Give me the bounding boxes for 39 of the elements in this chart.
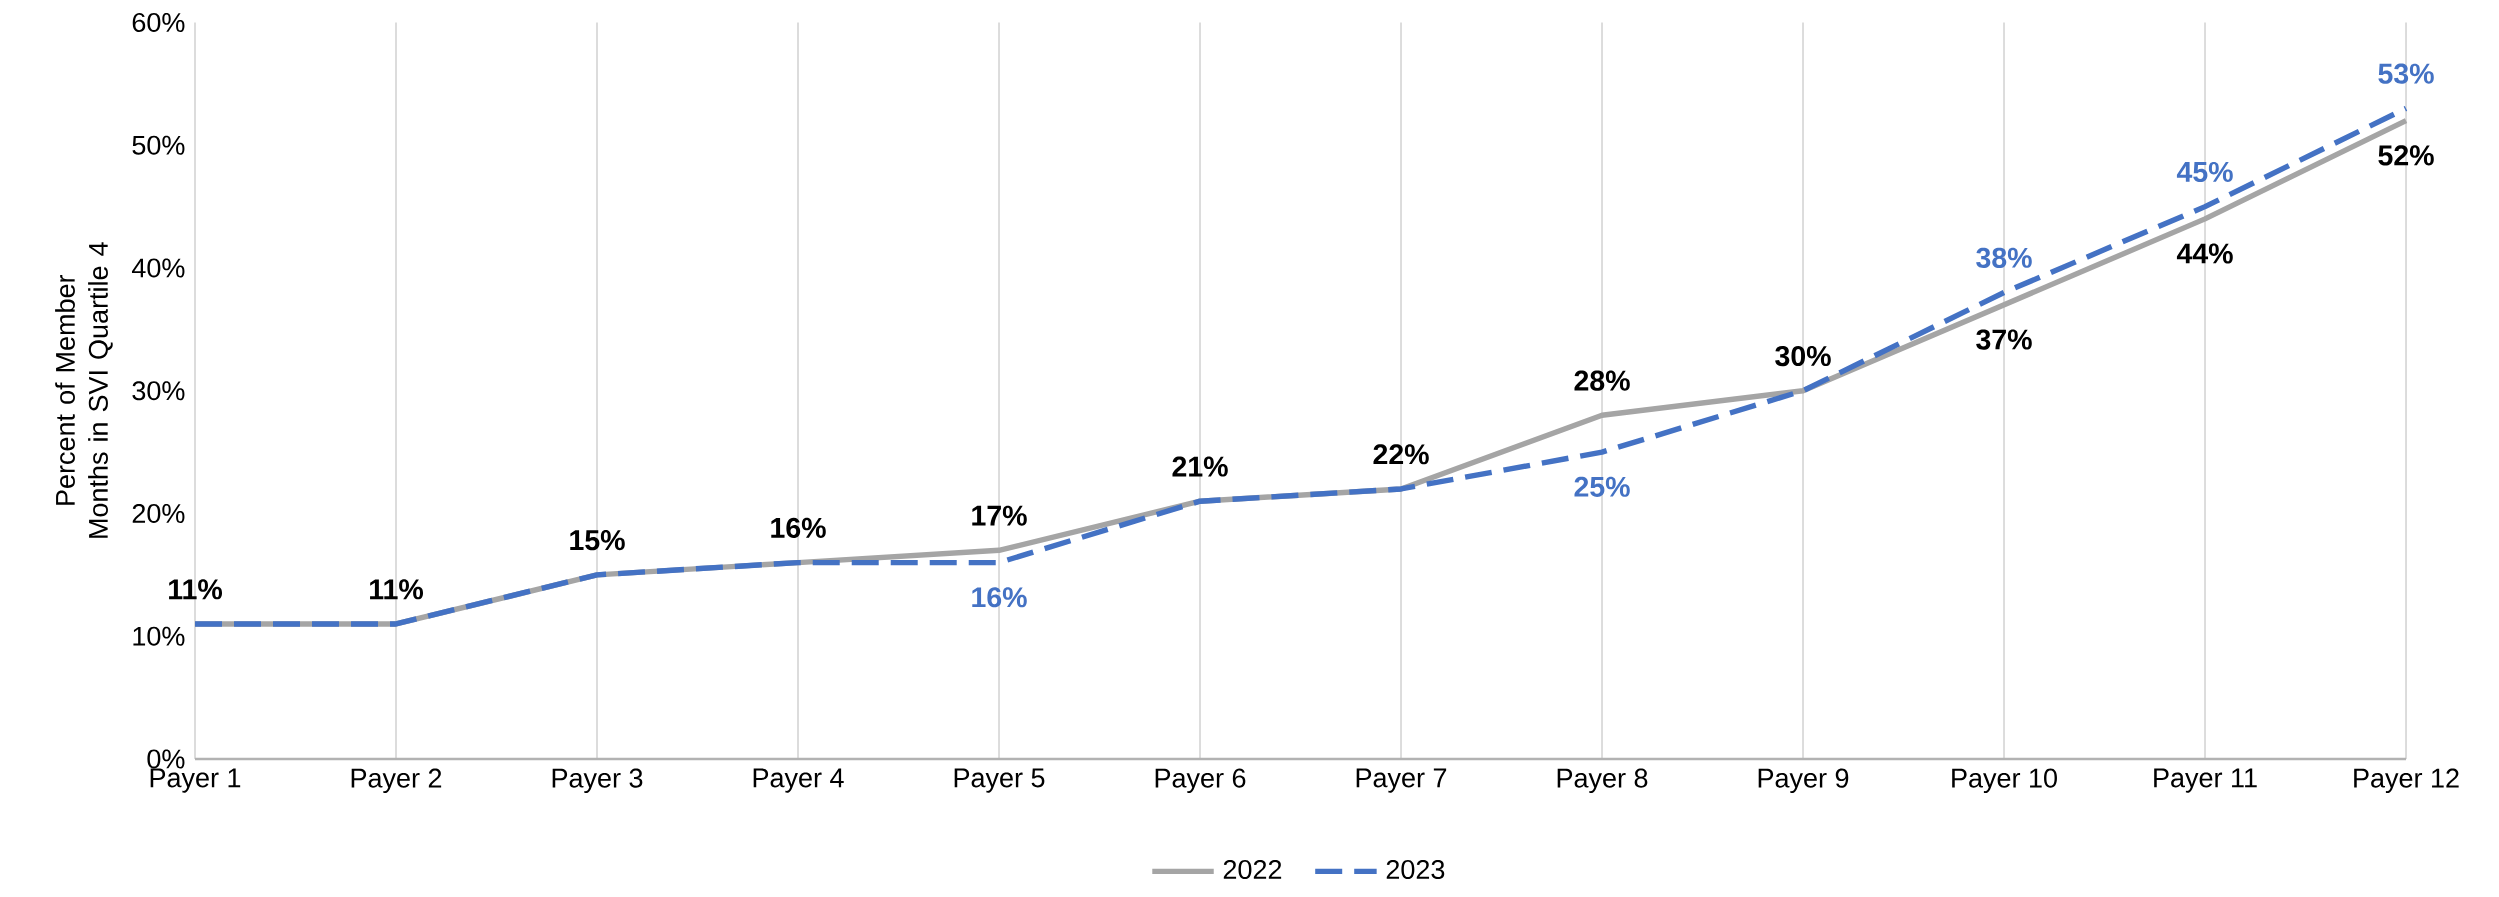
y-tick-label: 30% bbox=[132, 381, 185, 401]
data-label: 11% bbox=[169, 579, 223, 600]
x-tick-label: Payer 12 bbox=[2354, 768, 2459, 794]
data-label: 11% bbox=[370, 579, 423, 600]
data-label: 15% bbox=[570, 530, 625, 551]
x-tick-label: Payer 6 bbox=[1155, 768, 1246, 794]
y-tick-label: 50% bbox=[132, 135, 185, 155]
x-tick-label: Payer 7 bbox=[1356, 768, 1447, 793]
legend-label: 2022 bbox=[1223, 859, 1282, 880]
y-tick-label: 20% bbox=[132, 503, 185, 524]
x-tick-label: Payer 2 bbox=[351, 768, 442, 794]
y-axis-title: Percent of Member Months in SVI Quartile 4 bbox=[55, 242, 113, 538]
data-label: 25% bbox=[1574, 476, 1630, 497]
data-label: 21% bbox=[1172, 456, 1228, 477]
data-label: 52% bbox=[2378, 145, 2434, 166]
data-label: 37% bbox=[1976, 329, 2032, 350]
x-tick-label: Payer 9 bbox=[1758, 768, 1849, 794]
x-tick-label: Payer 4 bbox=[753, 768, 844, 793]
y-tick-label: 10% bbox=[133, 626, 185, 646]
data-label: 44% bbox=[2176, 243, 2233, 264]
x-tick-label: Payer 10 bbox=[1952, 768, 2057, 794]
legend-label: 2023 bbox=[1386, 859, 1445, 880]
x-tick-label: Payer 5 bbox=[954, 768, 1045, 793]
x-tick-label: Payer 11 bbox=[2154, 768, 2257, 793]
y-tick-label: 0% bbox=[147, 749, 185, 769]
x-tick-label: Payer 8 bbox=[1557, 768, 1648, 794]
data-label: 53% bbox=[2378, 63, 2434, 84]
data-label: 30% bbox=[1775, 345, 1831, 367]
data-label: 28% bbox=[1574, 370, 1630, 391]
data-label: 16% bbox=[972, 587, 1027, 608]
x-tick-label: Payer 1 bbox=[150, 768, 241, 793]
y-tick-label: 40% bbox=[131, 258, 185, 278]
data-label: 16% bbox=[771, 517, 826, 538]
x-tick-label: Payer 3 bbox=[552, 768, 643, 794]
data-label: 38% bbox=[1976, 247, 2032, 268]
data-label: 45% bbox=[2176, 161, 2233, 183]
y-tick-label: 60% bbox=[132, 12, 185, 33]
data-label: 22% bbox=[1373, 444, 1429, 465]
data-label: 17% bbox=[972, 505, 1027, 526]
